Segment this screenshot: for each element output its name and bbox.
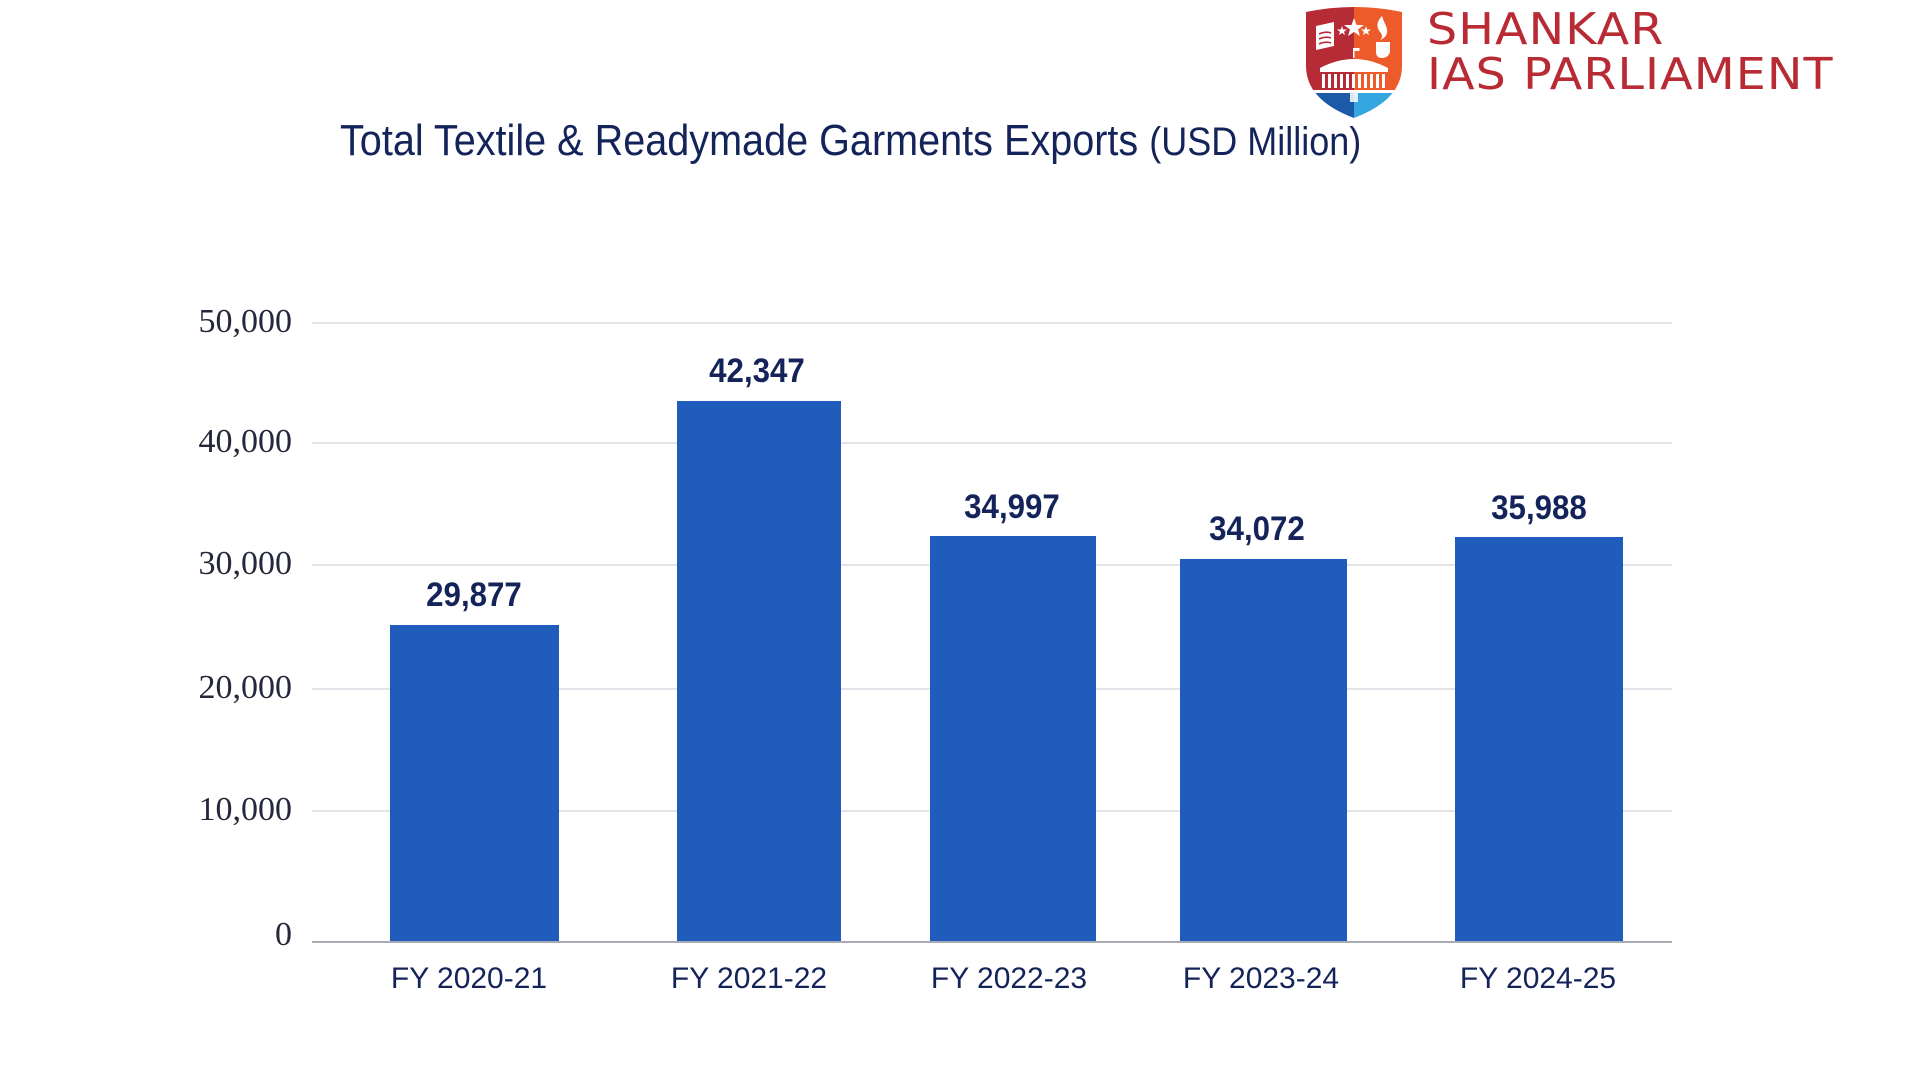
bar-fy-2020-21 — [390, 625, 559, 943]
x-tick-label: FY 2024-25 — [1459, 962, 1617, 995]
x-tick-label: FY 2022-23 — [930, 962, 1088, 995]
bar-value-label: 29,877 — [426, 576, 522, 614]
bar-fy-2023-24 — [1180, 559, 1347, 943]
chart-title-main: Total Textile & Readymade Garments Expor… — [340, 116, 1139, 165]
gridline-50000 — [312, 322, 1672, 324]
shield-emblem-icon — [1306, 7, 1402, 118]
shankar-ias-logo: SHANKAR IAS PARLIAMENT — [1300, 4, 1915, 119]
bar-value-label: 35,988 — [1491, 489, 1587, 527]
y-tick-label: 50,000 — [198, 303, 293, 340]
logo-text-line1: SHANKAR — [1427, 4, 1665, 55]
y-tick-label: 0 — [275, 916, 292, 953]
x-tick-label: FY 2020-21 — [390, 962, 548, 995]
chart-title-unit: (USD Million) — [1149, 120, 1362, 164]
logo-text-line2: IAS PARLIAMENT — [1427, 49, 1834, 100]
bar-fy-2021-22 — [677, 401, 841, 943]
y-tick-label: 10,000 — [198, 791, 293, 828]
bar-value-label: 42,347 — [709, 352, 805, 390]
y-tick-label: 30,000 — [198, 545, 293, 582]
chart-title: Total Textile & Readymade Garments Expor… — [340, 116, 1361, 166]
bar-fy-2022-23 — [930, 536, 1096, 943]
x-tick-label: FY 2021-22 — [670, 962, 828, 995]
y-tick-label: 40,000 — [198, 423, 293, 460]
bar-fy-2024-25 — [1455, 537, 1623, 943]
y-tick-label: 20,000 — [198, 669, 293, 706]
x-tick-label: FY 2023-24 — [1182, 962, 1340, 995]
gridline-40000 — [312, 442, 1672, 444]
x-axis-line — [312, 941, 1672, 943]
bar-value-label: 34,072 — [1209, 510, 1305, 548]
bar-value-label: 34,997 — [964, 488, 1060, 526]
